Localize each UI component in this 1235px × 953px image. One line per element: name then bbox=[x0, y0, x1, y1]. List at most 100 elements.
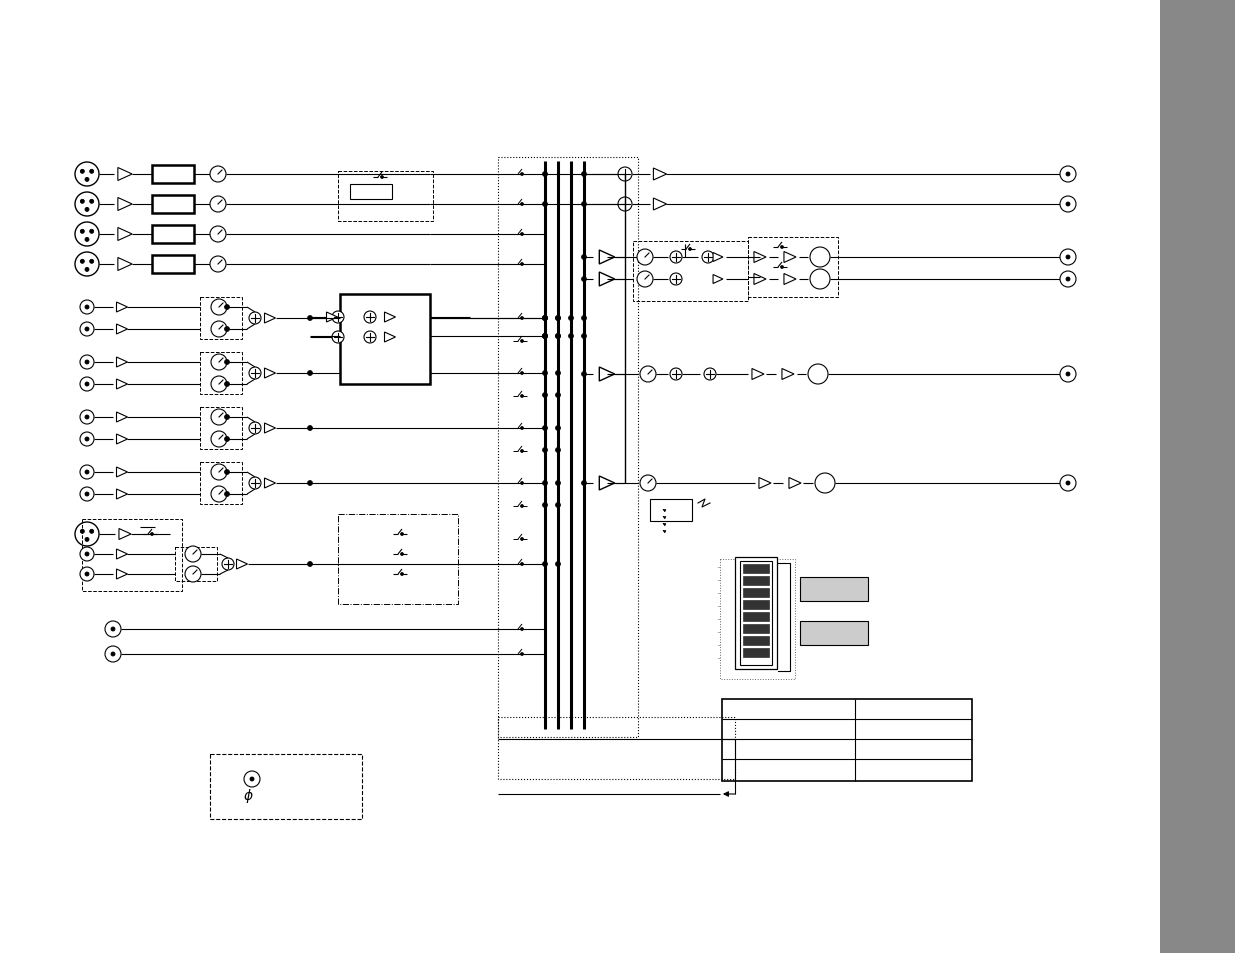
Circle shape bbox=[582, 277, 587, 282]
Circle shape bbox=[85, 537, 89, 542]
Polygon shape bbox=[384, 313, 395, 323]
Circle shape bbox=[249, 368, 261, 379]
Circle shape bbox=[75, 163, 99, 187]
Circle shape bbox=[671, 369, 682, 380]
Circle shape bbox=[105, 646, 121, 662]
Polygon shape bbox=[599, 251, 615, 265]
Circle shape bbox=[225, 382, 230, 387]
Circle shape bbox=[582, 316, 587, 321]
Polygon shape bbox=[760, 478, 771, 489]
Circle shape bbox=[542, 503, 547, 508]
Polygon shape bbox=[116, 379, 127, 390]
Circle shape bbox=[85, 416, 89, 419]
Bar bbox=[743, 600, 769, 609]
Circle shape bbox=[637, 250, 653, 266]
Circle shape bbox=[80, 230, 84, 234]
Circle shape bbox=[582, 172, 587, 177]
Circle shape bbox=[75, 522, 99, 546]
Circle shape bbox=[542, 316, 547, 321]
Polygon shape bbox=[116, 569, 127, 579]
Circle shape bbox=[210, 196, 226, 213]
Circle shape bbox=[185, 546, 201, 562]
Bar bbox=[800, 578, 868, 601]
Circle shape bbox=[85, 382, 89, 387]
Circle shape bbox=[781, 246, 783, 250]
Polygon shape bbox=[117, 258, 132, 272]
Circle shape bbox=[520, 482, 524, 485]
Circle shape bbox=[640, 476, 656, 492]
Circle shape bbox=[520, 450, 524, 453]
Circle shape bbox=[542, 335, 547, 339]
Circle shape bbox=[637, 272, 653, 288]
Circle shape bbox=[111, 627, 115, 631]
Circle shape bbox=[75, 223, 99, 247]
Circle shape bbox=[1066, 373, 1070, 376]
Circle shape bbox=[308, 481, 312, 486]
Circle shape bbox=[556, 562, 561, 567]
Polygon shape bbox=[117, 198, 132, 212]
Polygon shape bbox=[713, 253, 722, 262]
Bar bbox=[722, 700, 972, 781]
Circle shape bbox=[618, 198, 632, 212]
Bar bbox=[743, 637, 769, 645]
Circle shape bbox=[211, 432, 227, 448]
Bar bbox=[743, 588, 769, 598]
Circle shape bbox=[704, 369, 716, 380]
Polygon shape bbox=[784, 253, 797, 263]
Circle shape bbox=[520, 317, 524, 320]
Circle shape bbox=[810, 270, 830, 290]
Circle shape bbox=[520, 372, 524, 375]
Polygon shape bbox=[789, 478, 802, 489]
Circle shape bbox=[618, 168, 632, 182]
Circle shape bbox=[75, 193, 99, 216]
Polygon shape bbox=[599, 368, 615, 381]
Circle shape bbox=[75, 253, 99, 276]
Bar bbox=[82, 519, 182, 592]
Circle shape bbox=[1060, 167, 1076, 183]
Circle shape bbox=[1060, 367, 1076, 382]
Bar bbox=[338, 515, 458, 604]
Circle shape bbox=[1066, 481, 1070, 485]
Circle shape bbox=[520, 653, 524, 656]
Circle shape bbox=[542, 316, 547, 321]
Circle shape bbox=[542, 371, 547, 376]
Circle shape bbox=[225, 360, 230, 365]
Bar bbox=[175, 547, 217, 581]
Circle shape bbox=[308, 371, 312, 376]
Bar bbox=[743, 613, 769, 621]
Polygon shape bbox=[753, 253, 766, 263]
Circle shape bbox=[90, 530, 94, 534]
Circle shape bbox=[556, 426, 561, 431]
Circle shape bbox=[781, 266, 783, 269]
Circle shape bbox=[80, 323, 94, 336]
Circle shape bbox=[85, 360, 89, 365]
Circle shape bbox=[671, 274, 682, 286]
Circle shape bbox=[249, 422, 261, 435]
Bar bbox=[498, 718, 735, 780]
Circle shape bbox=[520, 173, 524, 176]
Circle shape bbox=[85, 328, 89, 332]
Bar bbox=[1160, 0, 1235, 953]
Polygon shape bbox=[116, 413, 127, 422]
Polygon shape bbox=[117, 169, 132, 181]
Circle shape bbox=[520, 505, 524, 508]
Polygon shape bbox=[599, 273, 615, 287]
Circle shape bbox=[249, 778, 254, 781]
Polygon shape bbox=[264, 314, 275, 324]
Polygon shape bbox=[119, 529, 131, 540]
Circle shape bbox=[85, 268, 89, 273]
Circle shape bbox=[582, 481, 587, 486]
Circle shape bbox=[308, 562, 312, 567]
Circle shape bbox=[556, 335, 561, 339]
Polygon shape bbox=[116, 357, 127, 368]
Bar bbox=[740, 561, 772, 665]
Circle shape bbox=[542, 335, 547, 339]
Circle shape bbox=[211, 299, 227, 315]
Bar bbox=[650, 499, 692, 521]
Bar bbox=[800, 621, 868, 645]
Circle shape bbox=[364, 332, 375, 344]
Polygon shape bbox=[116, 550, 127, 559]
Circle shape bbox=[211, 486, 227, 502]
Circle shape bbox=[80, 377, 94, 392]
Circle shape bbox=[542, 335, 547, 339]
